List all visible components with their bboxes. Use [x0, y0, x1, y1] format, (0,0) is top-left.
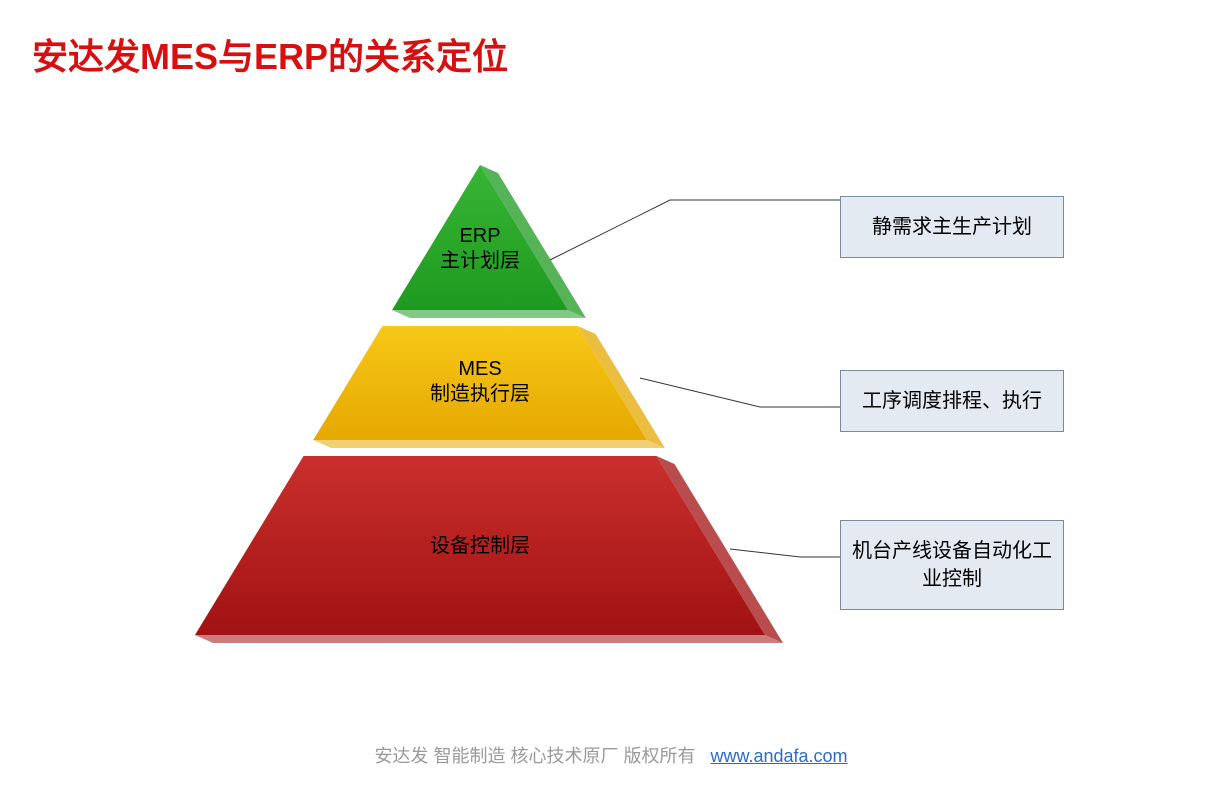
- footer-text: 安达发 智能制造 核心技术原厂 版权所有: [374, 746, 695, 766]
- callout-box-erp: 静需求主生产计划: [840, 196, 1064, 258]
- callout-box-mes: 工序调度排程、执行: [840, 370, 1064, 432]
- callout-box-device: 机台产线设备自动化工业控制: [840, 520, 1064, 610]
- callout-text-2: 机台产线设备自动化工业控制: [852, 540, 1052, 590]
- footer-link[interactable]: www.andafa.com: [710, 746, 847, 766]
- footer: 安达发 智能制造 核心技术原厂 版权所有 www.andafa.com: [0, 742, 1222, 768]
- callout-text-1: 工序调度排程、执行: [862, 390, 1042, 412]
- callout-text-0: 静需求主生产计划: [872, 216, 1032, 238]
